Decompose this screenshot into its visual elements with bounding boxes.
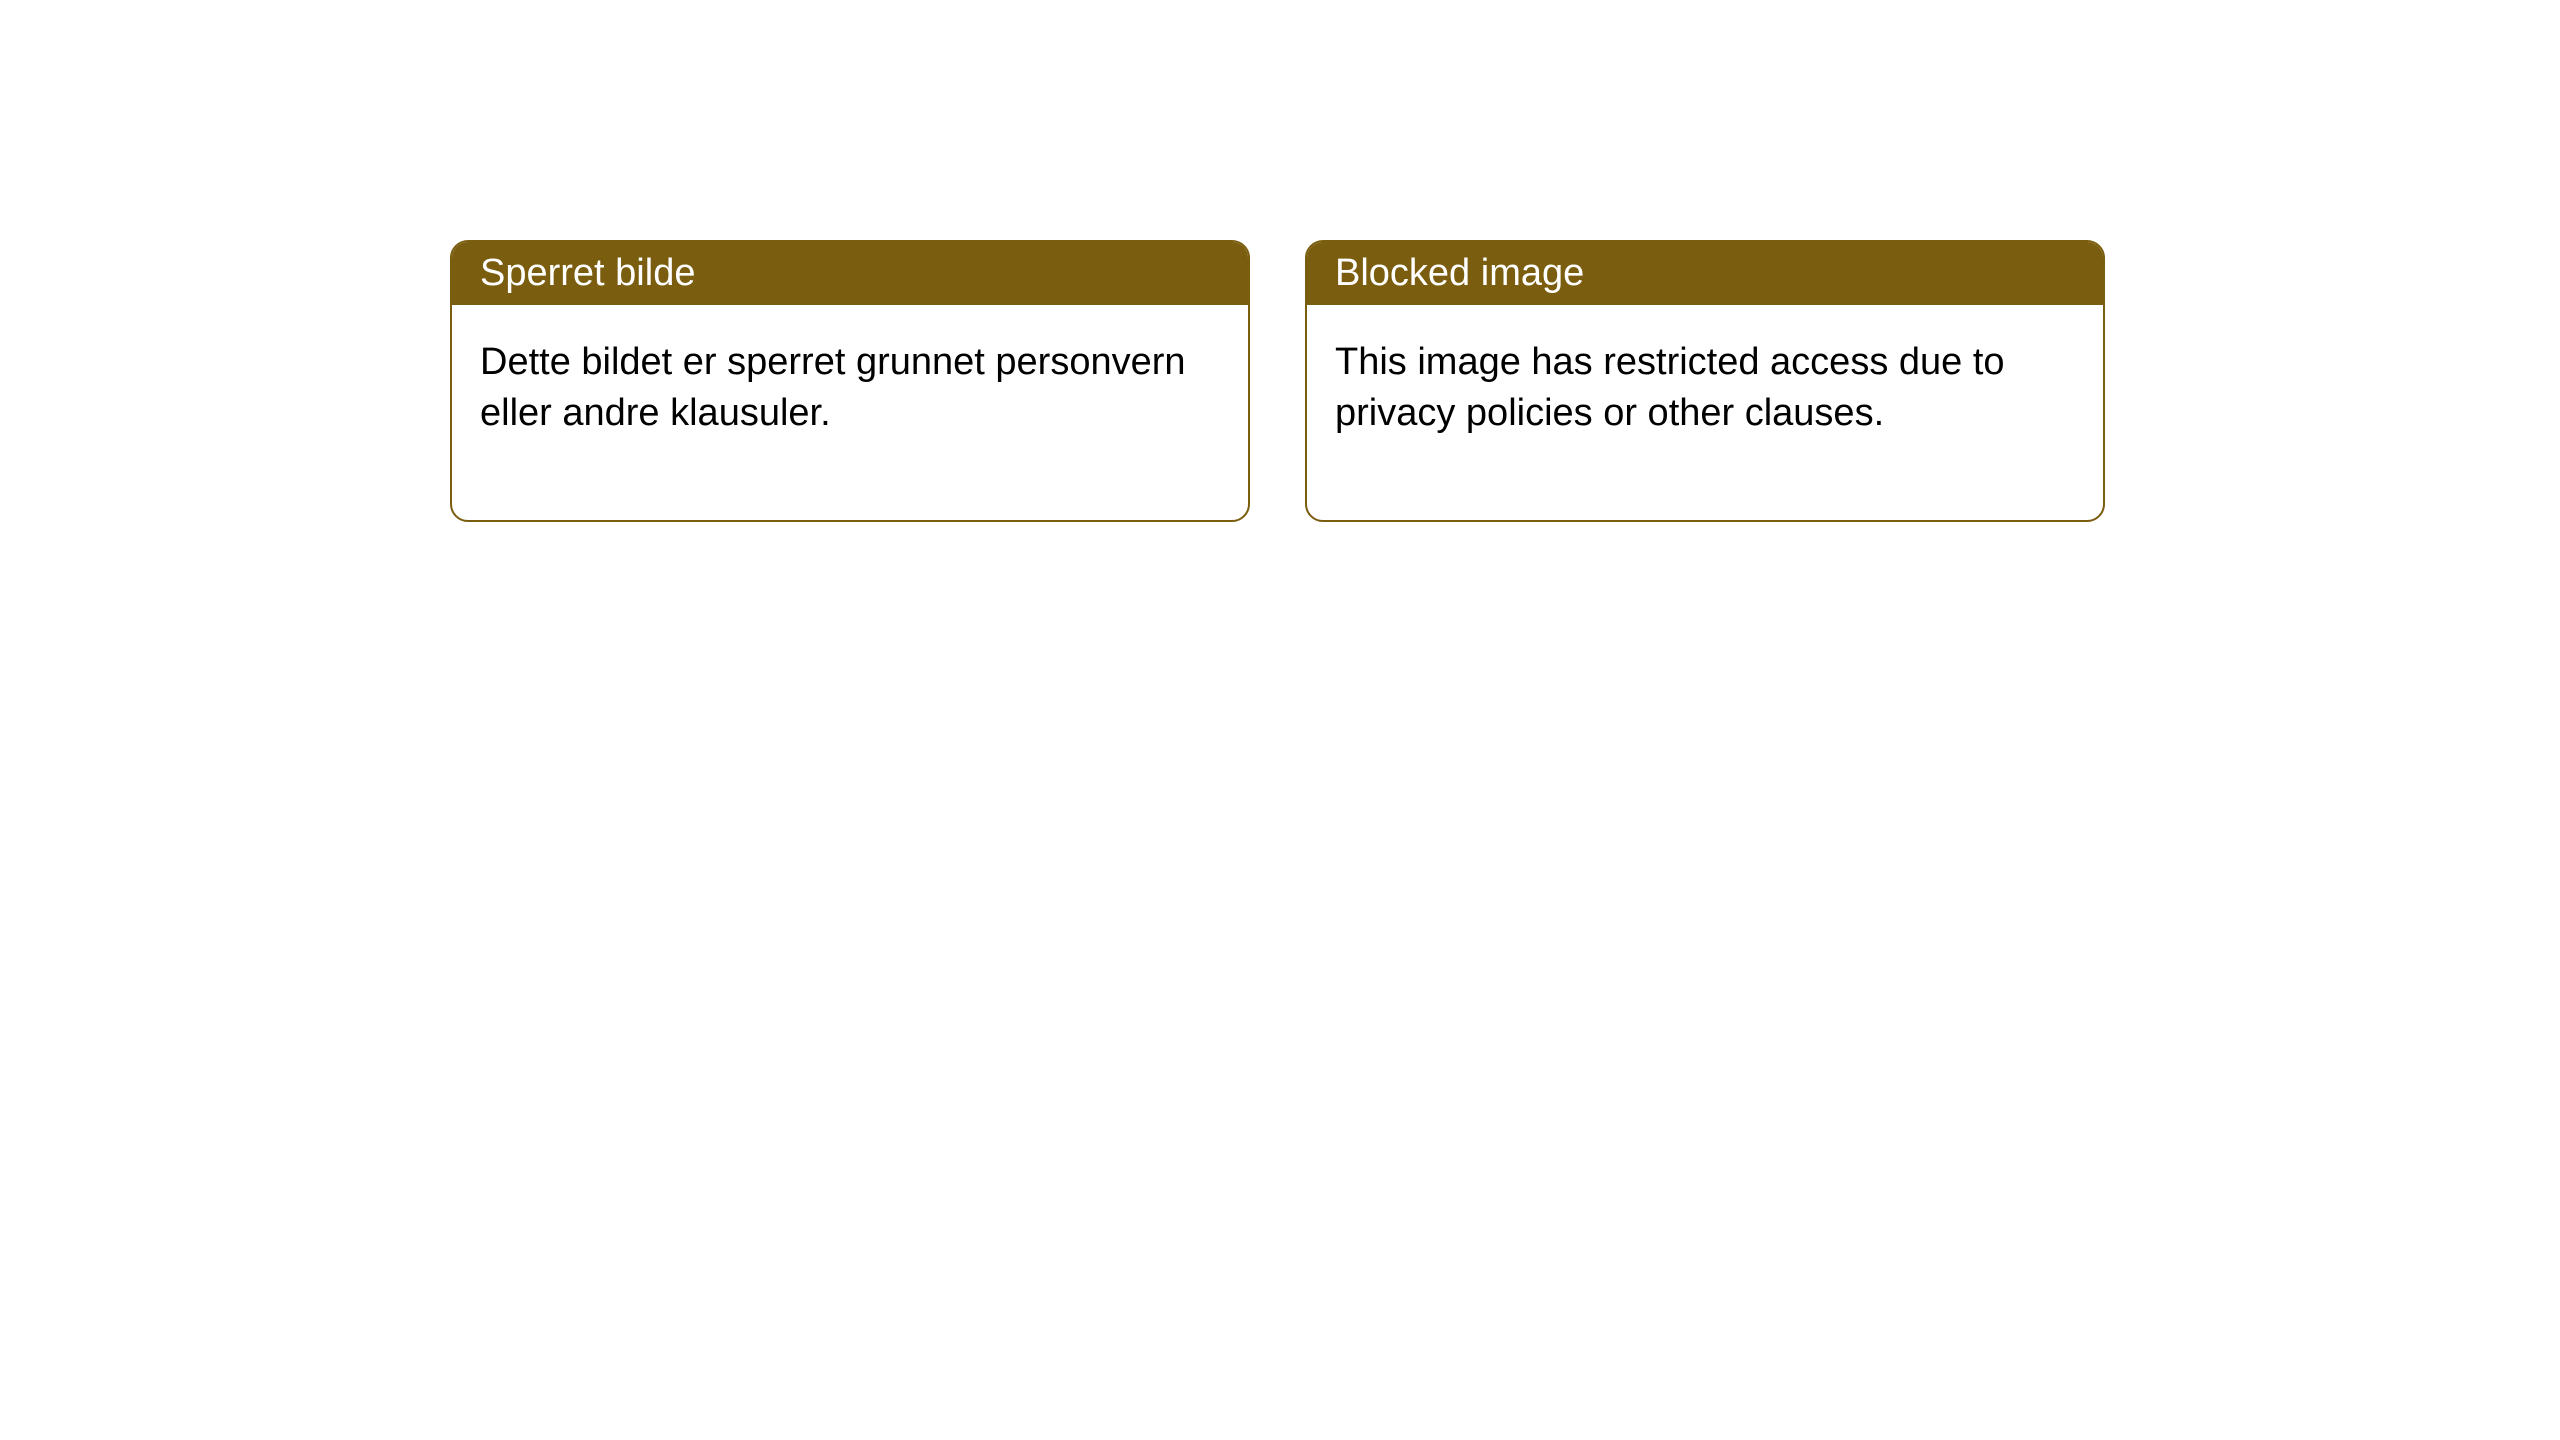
notice-title: Sperret bilde — [452, 242, 1248, 305]
notice-card-english: Blocked image This image has restricted … — [1305, 240, 2105, 522]
notice-card-norwegian: Sperret bilde Dette bildet er sperret gr… — [450, 240, 1250, 522]
notice-body: This image has restricted access due to … — [1307, 305, 2103, 520]
notice-container: Sperret bilde Dette bildet er sperret gr… — [450, 240, 2105, 522]
notice-title: Blocked image — [1307, 242, 2103, 305]
notice-body: Dette bildet er sperret grunnet personve… — [452, 305, 1248, 520]
